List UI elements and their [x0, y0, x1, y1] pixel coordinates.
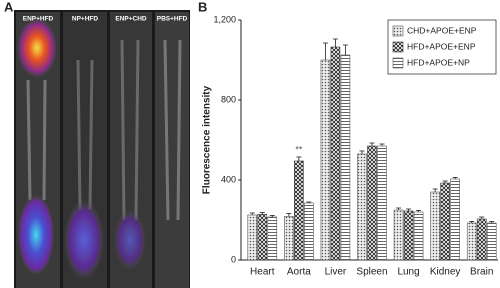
error-bar: [432, 188, 438, 192]
bar: [284, 216, 294, 261]
panel-label: A: [4, 0, 14, 14]
image-labels: ENP+HFD NP+HFD ENP+CHD PBS+HFD: [23, 16, 188, 23]
error-bar: [259, 211, 265, 215]
x-tick-label: Heart: [250, 267, 275, 278]
y-tick-label: 0: [231, 254, 236, 264]
bar: [450, 178, 460, 261]
bar: [340, 54, 351, 261]
error-bar: [379, 143, 385, 146]
y-axis-label: Fluorescence intensity: [202, 85, 213, 194]
bar: [440, 182, 450, 261]
bar: [403, 210, 414, 261]
bar: [430, 191, 440, 261]
legend-swatch: [392, 41, 404, 53]
error-bar: [469, 220, 475, 223]
bar: [257, 214, 268, 261]
y-tick-label: 400: [221, 174, 236, 184]
bar: [393, 209, 404, 261]
x-tick-label: Kidney: [430, 267, 461, 278]
error-bar: [396, 207, 402, 210]
error-bar: [489, 220, 495, 223]
legend-label: CHD+APOE+ENP: [407, 25, 477, 35]
legend: CHD+APOE+ENP HFD+APOE+ENP HFD+APOE+NP: [387, 19, 497, 75]
bar: [413, 211, 424, 261]
legend-swatch: [392, 25, 404, 37]
annotation: **: [295, 144, 303, 154]
bar: [377, 145, 387, 261]
error-bar: [306, 201, 312, 203]
bar: [476, 218, 487, 261]
y-tick-label: 1,200: [213, 14, 236, 24]
error-bar: [249, 212, 255, 215]
x-tick-label: Aorta: [287, 267, 311, 278]
error-bar: [406, 208, 412, 211]
error-bar: [286, 212, 292, 217]
legend-label: HFD+APOE+NP: [407, 57, 470, 67]
image-label: PBS+HFD: [157, 16, 188, 23]
error-bar: [332, 38, 338, 47]
x-tick-label: Lung: [397, 267, 419, 278]
y-tick-label: 800: [221, 94, 236, 104]
bar: [247, 214, 258, 261]
bar: [320, 59, 331, 261]
bar: [267, 216, 278, 261]
legend-box: [387, 19, 497, 75]
bar: [330, 46, 341, 261]
image-label: NP+HFD: [72, 16, 98, 23]
x-tick-label: Brain: [470, 267, 493, 278]
bar: [357, 153, 367, 261]
bar: [304, 202, 314, 261]
bar: [367, 145, 377, 261]
error-bar: [452, 176, 458, 179]
image-label: ENP+CHD: [115, 16, 147, 23]
error-bar: [342, 44, 348, 55]
bar: [294, 160, 304, 261]
legend-swatch: [392, 57, 404, 69]
panel-label: B: [198, 0, 207, 14]
error-bar: [369, 142, 375, 146]
error-bar: [479, 216, 485, 219]
image-label: ENP+HFD: [23, 16, 54, 23]
bar: [466, 222, 477, 261]
error-bar: [269, 214, 275, 217]
error-bar: [296, 156, 302, 161]
error-bar: [322, 42, 328, 60]
x-tick-label: Liver: [325, 267, 347, 278]
error-bar: [359, 150, 365, 154]
x-tick-label: Spleen: [356, 267, 387, 278]
legend-label: HFD+APOE+ENP: [407, 41, 476, 51]
image-panel: [14, 10, 190, 288]
error-bar: [416, 209, 422, 212]
bar: [486, 222, 497, 261]
error-bar: [442, 180, 448, 183]
